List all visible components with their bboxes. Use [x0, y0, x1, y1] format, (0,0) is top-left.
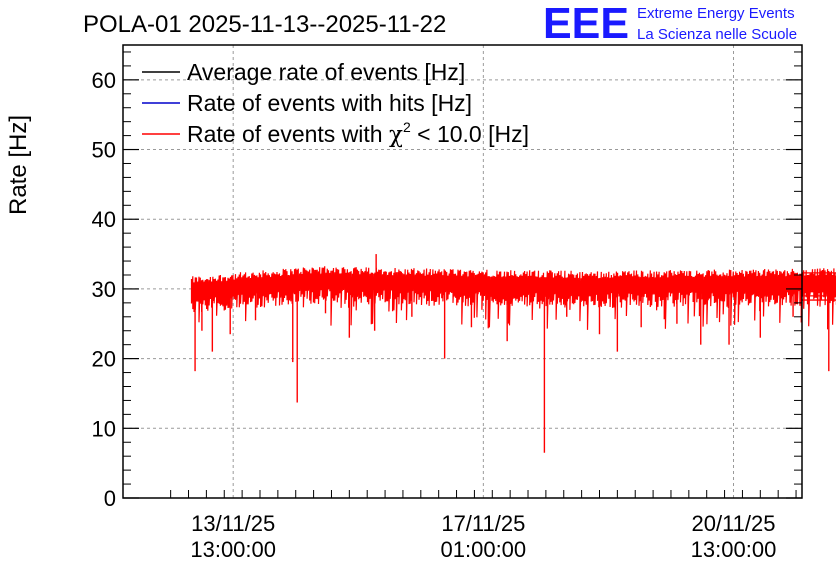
- y-tick-label: 50: [92, 138, 116, 163]
- eee-logo: EEE Extreme Energy Events La Scienza nel…: [543, 0, 797, 48]
- y-tick-label: 30: [92, 277, 116, 302]
- y-tick-label: 60: [92, 68, 116, 93]
- legend-label-average: Average rate of events [Hz]: [187, 59, 465, 85]
- chart-title: POLA-01 2025-11-13--2025-11-22: [83, 11, 446, 38]
- x-tick-label-date: 13/11/25: [191, 511, 275, 536]
- x-tick-label-time: 13:00:00: [190, 537, 276, 562]
- y-axis-label: Rate [Hz]: [5, 115, 32, 215]
- axis-tick-labels: 010203040506013/11/2513:00:0017/11/2501:…: [92, 68, 777, 562]
- x-tick-label-date: 17/11/25: [441, 511, 525, 536]
- logo-mark: EEE: [543, 0, 629, 48]
- y-tick-label: 10: [92, 416, 116, 441]
- y-tick-label: 20: [92, 347, 116, 372]
- series-layer: [190, 254, 836, 453]
- plot-frame: [122, 44, 803, 499]
- y-tick-label: 0: [104, 486, 116, 511]
- x-tick-label-time: 01:00:00: [441, 537, 527, 562]
- series-chi2-rate-line: [190, 266, 836, 330]
- x-tick-label-time: 13:00:00: [691, 537, 777, 562]
- legend: Average rate of events [Hz] Rate of even…: [142, 59, 529, 148]
- x-tick-label-date: 20/11/25: [691, 511, 775, 536]
- logo-line-1: Extreme Energy Events: [637, 5, 795, 22]
- logo-line-2: La Scienza nelle Scuole: [637, 26, 797, 43]
- axis-ticks: [123, 51, 802, 499]
- y-tick-label: 40: [92, 207, 116, 232]
- legend-label-hits: Rate of events with hits [Hz]: [187, 90, 472, 116]
- legend-label-chi2: Rate of events with χ2 < 10.0 [Hz]: [187, 119, 529, 148]
